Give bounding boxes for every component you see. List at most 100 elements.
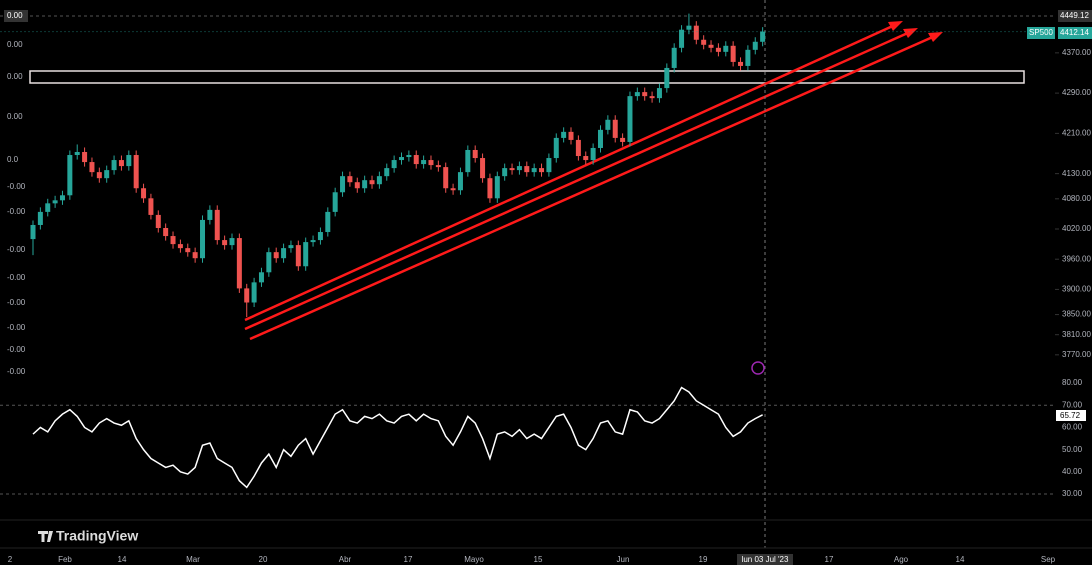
candle-body (575, 139, 581, 157)
candle-body (384, 168, 390, 177)
left-label: -0.00 (7, 245, 26, 254)
candle-body (399, 157, 404, 161)
range-box (29, 70, 1025, 84)
time-label: Mar (186, 555, 200, 564)
candle-body (752, 41, 758, 50)
candle-body (340, 176, 346, 193)
candle-body (362, 180, 368, 189)
y-tick-label: 4130.00 (1062, 169, 1091, 178)
crosshair-price-badge (1058, 10, 1092, 22)
left-label: -0.00 (7, 298, 26, 307)
candle-body (37, 211, 43, 225)
crosshair-price: 4449.12 (1060, 11, 1089, 20)
candle-body (487, 178, 493, 199)
candle-body (148, 198, 154, 215)
y-tick-label: 3850.00 (1062, 310, 1091, 319)
left-label-box (4, 10, 28, 22)
time-label: 15 (534, 555, 543, 564)
time-label: 19 (699, 555, 708, 564)
candle-body (457, 172, 463, 191)
candle-body (656, 88, 662, 99)
candle-body (325, 211, 331, 233)
candle-body (185, 248, 191, 253)
crosshair-date: lun 03 Jul '23 (742, 555, 789, 564)
candle-body (642, 92, 648, 97)
candle-body (494, 176, 500, 199)
last-price: 4412.14 (1060, 28, 1089, 37)
candle-body (317, 232, 323, 241)
candle-body (74, 152, 80, 156)
left-label: 0.0 (7, 155, 19, 164)
time-label: Sep (1041, 555, 1056, 564)
rsi-last: 65.72 (1060, 411, 1081, 420)
y-tick-label: 3810.00 (1062, 330, 1091, 339)
event-icon[interactable] (751, 361, 765, 375)
candle-body (251, 282, 257, 303)
candle-body (679, 29, 685, 48)
candle-body (52, 200, 58, 204)
y-tick-label: 3770.00 (1062, 350, 1091, 359)
candle-body (30, 224, 36, 240)
brand-icon (38, 531, 53, 542)
candle-body (509, 168, 515, 171)
candle-body (258, 272, 264, 283)
candle-body (531, 168, 537, 173)
time-label: Ago (894, 555, 909, 564)
candle-body (104, 170, 110, 179)
candle-body (141, 188, 147, 199)
candle-body (634, 92, 640, 97)
candle-body (281, 248, 287, 259)
time-label: Feb (58, 555, 72, 564)
candle-body (391, 160, 397, 169)
candle-body (561, 131, 567, 138)
y-tick-label: 4290.00 (1062, 88, 1091, 97)
candle-body (163, 228, 169, 237)
candle-body (111, 160, 117, 171)
candle-body (428, 160, 434, 166)
candle-body (701, 39, 707, 45)
time-label: 17 (404, 555, 413, 564)
rsi-line (32, 386, 763, 489)
candle-body (546, 158, 552, 173)
candle-body (369, 180, 375, 185)
candle-body (421, 160, 427, 165)
candle-body (539, 168, 545, 173)
candle-body (354, 182, 360, 189)
candle-body (310, 240, 316, 243)
candle-body (568, 131, 574, 140)
candle-body (745, 49, 751, 66)
candle-body (671, 47, 677, 68)
candle-body (67, 155, 73, 196)
y-tick-label: 3900.00 (1062, 285, 1091, 294)
candle-body (627, 96, 633, 142)
candle-body (273, 252, 279, 259)
trend-lines (244, 23, 936, 341)
candle-body (605, 119, 611, 130)
y-tick-label: 4080.00 (1062, 194, 1091, 203)
left-label: 0.00 (7, 112, 23, 121)
candle-body (295, 245, 301, 267)
rsi-tick-label: 50.00 (1062, 445, 1083, 454)
brand: TradingView (56, 528, 138, 544)
candle-body (516, 166, 522, 171)
rsi-badge (1056, 410, 1086, 421)
candle-body (214, 209, 220, 241)
candle-body (502, 168, 508, 177)
time-label: 14 (956, 555, 965, 564)
left-label: 0.00 (7, 11, 23, 20)
candle-body (82, 152, 88, 163)
arrow-heads (888, 21, 943, 42)
candle-body (177, 244, 183, 249)
candle-body (376, 176, 382, 185)
candle-body (207, 209, 213, 220)
candle-body (303, 242, 309, 267)
candle-body (413, 155, 419, 165)
candle-body (332, 192, 338, 212)
candle-body (708, 44, 714, 48)
candle-body (118, 160, 124, 167)
left-label: 0.00 (7, 72, 23, 81)
candle-body (649, 96, 655, 99)
candle-body (450, 188, 456, 191)
candle-body (435, 165, 441, 168)
